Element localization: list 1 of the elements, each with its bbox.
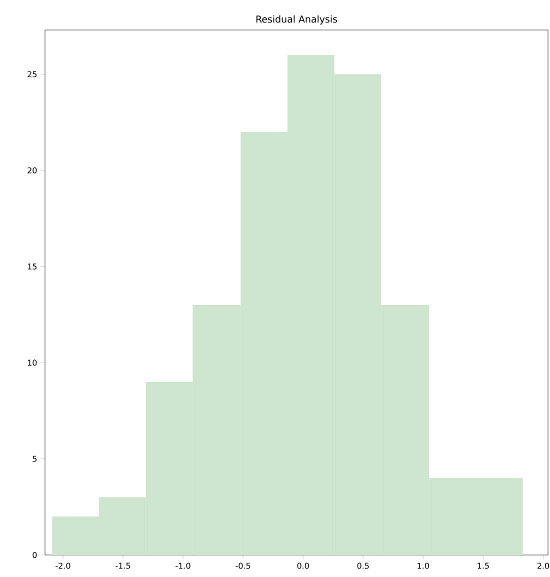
chart-title: Residual Analysis — [256, 15, 338, 24]
